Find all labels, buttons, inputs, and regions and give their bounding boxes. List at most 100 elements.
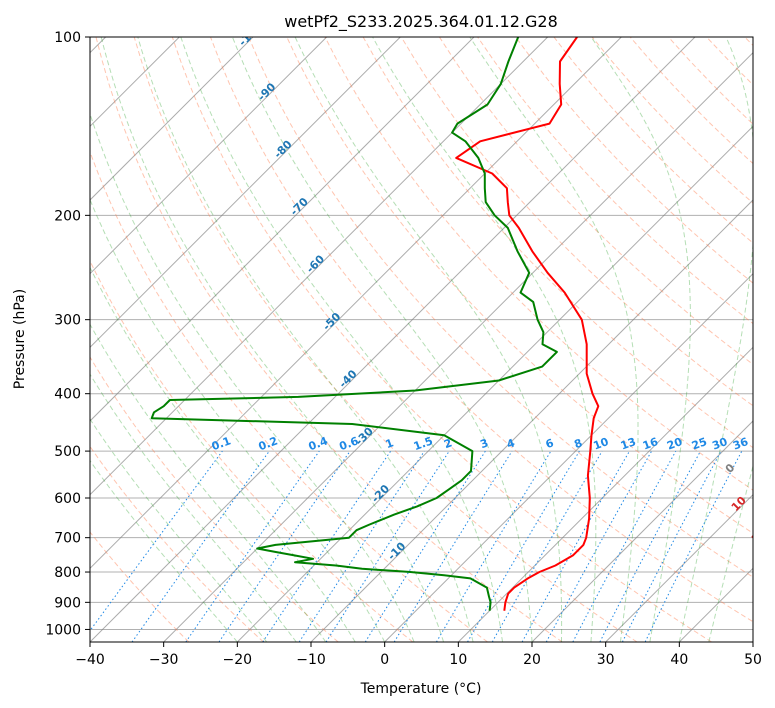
- mixing-ratio-line: [393, 450, 513, 642]
- mixing-ratio-label: 30: [710, 435, 729, 453]
- isotherm-line: [531, 420, 753, 642]
- plot-frame: [89, 36, 754, 643]
- moist-adiabat-line: [100, 37, 445, 642]
- mixing-ratio-label: 2: [442, 436, 454, 451]
- mixing-ratio-label: 4: [505, 436, 517, 451]
- dry-adiabat-line: [133, 37, 638, 642]
- dewpoint-profile-line: [150, 37, 558, 611]
- mixing-ratio-label: 1.5: [412, 434, 435, 453]
- moist-adiabat-line: [372, 37, 597, 642]
- x-tick-label: −30: [149, 652, 179, 668]
- x-tick-label: 40: [670, 652, 688, 668]
- moist-adiabat-line: [90, 198, 386, 642]
- wetbulb-label: 30: [755, 556, 775, 576]
- moist-adiabat-line: [180, 37, 503, 642]
- chart-title: wetPf2_S233.2025.364.01.12.G28: [284, 12, 558, 32]
- x-tick-label: −40: [75, 652, 105, 668]
- isotherm-label: -90: [255, 80, 278, 103]
- moist-adiabat-line: [231, 37, 533, 642]
- mixing-ratio-line: [644, 450, 743, 642]
- dry-adiabat-line: [210, 37, 753, 623]
- y-tick-label: 100: [54, 30, 81, 46]
- y-tick-label: 400: [54, 387, 81, 403]
- isotherm-line: [90, 37, 254, 201]
- mixing-ratio-line: [467, 450, 580, 642]
- mixing-ratio-label: 0.2: [257, 434, 280, 453]
- x-axis-label: Temperature (°C): [360, 681, 482, 697]
- isotherm-line: [90, 37, 401, 349]
- mixing-ratio-label: 10: [592, 435, 611, 453]
- x-tick-label: 30: [597, 652, 615, 668]
- dry-adiabat-line: [553, 37, 753, 244]
- isotherm-label: -60: [304, 252, 327, 275]
- moist-adiabat-line: [90, 459, 238, 642]
- dry-adiabat-line: [744, 37, 753, 47]
- dry-adiabat-line: [90, 150, 488, 642]
- isotherm-line: [163, 51, 753, 642]
- isotherm-line: [678, 567, 753, 642]
- mixing-ratio-label: 20: [665, 435, 684, 453]
- line-labels: 0.1 0.2 0.4 0.6 1 1.5 2 3 4 6 8 10 13 16 20 25 30 36-100-…: [210, 20, 775, 601]
- moist-adiabat-line: [90, 323, 327, 642]
- y-tick-label: 800: [54, 565, 81, 581]
- wetbulb-label: 20: [749, 525, 769, 545]
- mixing-ratio-label: 13: [619, 435, 638, 452]
- x-tick-label: 10: [449, 652, 467, 668]
- isotherm-line: [90, 37, 622, 570]
- y-tick-label: 600: [54, 491, 81, 507]
- mixing-ratio-line: [90, 450, 223, 632]
- dry-adiabat-line: [515, 37, 753, 284]
- isotherm-line: [310, 199, 753, 642]
- mixing-ratio-line: [218, 450, 351, 642]
- x-tick-label: −20: [223, 652, 253, 668]
- mixing-ratio-line: [435, 450, 552, 642]
- mixing-ratio-label: 16: [641, 435, 660, 453]
- moist-adiabat-line: [90, 266, 356, 642]
- x-tick-label: 20: [523, 652, 541, 668]
- mixing-ratio-label: 0.4: [307, 434, 330, 453]
- y-tick-label: 500: [54, 444, 81, 460]
- x-tick-label: 0: [380, 652, 389, 668]
- mixing-ratio-line: [185, 450, 320, 642]
- mixing-ratio-line: [325, 450, 450, 642]
- moist-adiabat-line: [469, 37, 639, 642]
- isotherm-line: [384, 272, 753, 642]
- isotherm-label: -40: [336, 367, 359, 390]
- mixing-ratio-label: 3: [478, 436, 490, 451]
- x-tick-label: −10: [296, 652, 326, 668]
- isotherm-label: -20: [369, 482, 392, 505]
- mixing-ratio-label: 1: [384, 436, 396, 451]
- isotherm-line: [236, 125, 753, 642]
- mixing-ratio-line: [599, 450, 701, 642]
- isotherm-label: -100: [236, 20, 265, 49]
- moist-adiabat-line: [90, 112, 415, 642]
- background-lines: [90, 37, 753, 642]
- wetbulb-label: 40: [767, 581, 775, 601]
- dry-adiabat-line: [90, 259, 414, 642]
- y-axis-ticks: 100 200 300 400 500 600 700 800 900 1000: [45, 30, 90, 638]
- dry-adiabat-line: [400, 37, 753, 407]
- y-tick-label: 700: [54, 531, 81, 547]
- mixing-ratio-line: [262, 450, 392, 642]
- dry-adiabat-line: [171, 37, 712, 642]
- moist-adiabat-line: [678, 37, 753, 642]
- mixing-ratio-line: [572, 450, 677, 642]
- mixing-ratio-label: 0.1: [210, 434, 233, 453]
- dry-adiabat-line: [668, 37, 753, 125]
- moist-adiabat-line: [708, 464, 753, 642]
- moist-adiabat-line: [294, 37, 563, 642]
- mixing-ratio-label: 8: [572, 436, 584, 451]
- y-axis-label: Pressure (hPa): [12, 289, 28, 389]
- dry-adiabat-line: [324, 37, 753, 491]
- dry-adiabat-line: [90, 531, 190, 642]
- mixing-ratio-label: 0.6: [338, 434, 361, 453]
- dry-adiabat-line: [90, 356, 339, 642]
- dry-adiabat-line: [477, 37, 753, 325]
- dry-adiabat-line: [591, 37, 753, 204]
- isotherm-line: [90, 37, 549, 496]
- dry-adiabat-line: [362, 37, 753, 449]
- temperature-profile-line: [455, 37, 600, 611]
- mixing-ratio-line: [131, 450, 270, 642]
- mixing-ratio-label: 6: [544, 436, 556, 451]
